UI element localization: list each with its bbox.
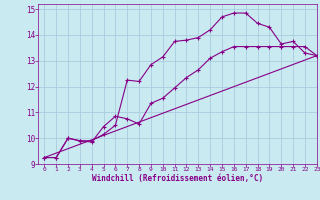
X-axis label: Windchill (Refroidissement éolien,°C): Windchill (Refroidissement éolien,°C) <box>92 174 263 183</box>
